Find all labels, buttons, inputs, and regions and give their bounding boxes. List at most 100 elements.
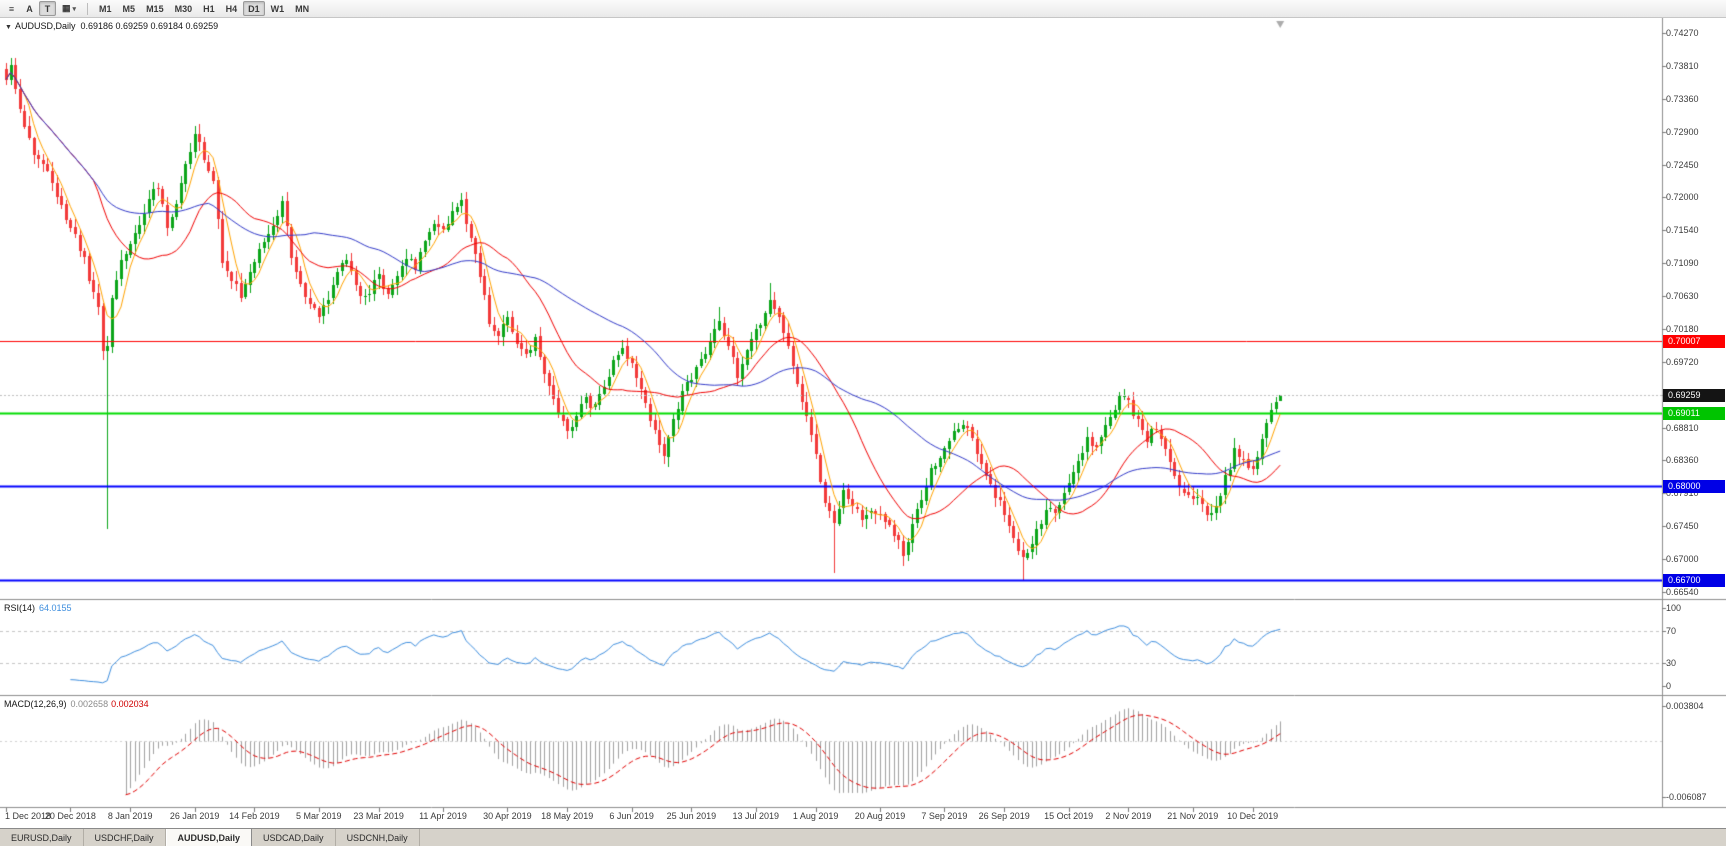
timeframe-button-label: H4 (225, 3, 238, 14)
price-axis-label: 0.67910 (1666, 487, 1699, 498)
timeframe-button-label: M5 (122, 3, 136, 14)
date-axis-label: 26 Sep 2019 (978, 811, 1030, 821)
charts-list-icon[interactable]: ≡ (3, 1, 20, 16)
resistance-red-line-badge: 0.70007 (1663, 334, 1725, 348)
price-axis-label: 0.72450 (1666, 159, 1699, 170)
timeframe-button-d1[interactable]: D1 (243, 1, 265, 16)
price-chart-canvas[interactable] (0, 18, 1726, 828)
macd-signal-value: 0.002034 (111, 699, 149, 709)
timeframe-button-mn[interactable]: MN (290, 1, 314, 16)
chart-area: ▼ AUDUSD,Daily 0.69186 0.69259 0.69184 0.6… (0, 18, 1726, 828)
macd-scale-label: 0.003804 (1666, 701, 1704, 711)
timeframe-button-h4[interactable]: H4 (221, 1, 243, 16)
timeframe-button-label: H1 (203, 3, 215, 14)
price-axis-label: 0.71540 (1666, 225, 1699, 236)
price-axis-label: 0.71090 (1666, 257, 1699, 268)
chart-tab-usdcnh-daily[interactable]: USDCNH,Daily (336, 829, 420, 846)
support-blue-line-2-badge: 0.66700 (1663, 573, 1725, 587)
annotate-a-icon-glyph: A (26, 3, 33, 14)
price-axis[interactable]: 0.74270 0.73810 0.73360 0.72900 0.72450 0.720… (1662, 18, 1726, 807)
price-axis-label: 0.70630 (1666, 291, 1699, 302)
date-axis-label: 20 Dec 2018 (44, 811, 96, 821)
annotate-a-icon[interactable]: A (21, 1, 38, 16)
chart-symbol-label: AUDUSD,Daily (14, 21, 76, 31)
toolbar-icons-group: ≡ A T ▦ ▾ (3, 1, 81, 16)
timeframe-button-label: MN (295, 3, 310, 14)
text-tool-icon[interactable]: T (39, 1, 56, 16)
macd-scale-label: -0.006087 (1666, 792, 1707, 802)
date-axis-label: 18 May 2019 (541, 811, 594, 821)
date-axis-label: 14 Feb 2019 (229, 811, 280, 821)
date-axis-label: 15 Oct 2019 (1044, 811, 1094, 821)
date-axis-label: 25 Jun 2019 (666, 811, 717, 821)
price-axis-label: 0.73360 (1666, 93, 1699, 104)
price-axis-label: 0.73810 (1666, 61, 1699, 72)
date-axis-label: 13 Jul 2019 (732, 811, 780, 821)
timeframe-button-label: D1 (248, 3, 260, 14)
macd-label: MACD(12,26,9) (4, 699, 67, 709)
toolbar: ≡ A T ▦ ▾ M1 M5 M15 M30 H1 H4 D1 W1 MN (0, 0, 1726, 18)
date-axis-label: 26 Jan 2019 (169, 811, 220, 821)
date-axis-label: 20 Aug 2019 (854, 811, 906, 821)
date-axis-label: 1 Aug 2019 (792, 811, 839, 821)
indicators-icon-glyph: ▦ (62, 3, 71, 13)
macd-main-value: 0.002658 (70, 699, 109, 709)
price-axis-label: 0.68810 (1666, 422, 1699, 433)
timeframe-buttons-group: M1 M5 M15 M30 H1 H4 D1 W1 MN (94, 1, 314, 16)
date-axis-label: 2 Nov 2019 (1105, 811, 1152, 821)
chart-tab-bar: EURUSD,Daily USDCHF,Daily AUDUSD,Daily USDC… (0, 828, 1726, 846)
timeframe-button-w1[interactable]: W1 (266, 1, 290, 16)
timeframe-button-label: M15 (146, 3, 164, 14)
timeframe-button-m15[interactable]: M15 (141, 1, 169, 16)
chart-tab-label: USDCAD,Daily (263, 832, 324, 843)
toolbar-separator (87, 2, 89, 15)
timeframe-button-m30[interactable]: M30 (170, 1, 198, 16)
indicators-icon[interactable]: ▦ ▾ (57, 1, 81, 16)
date-axis-label: 7 Sep 2019 (921, 811, 968, 821)
date-axis-label: 21 Nov 2019 (1167, 811, 1219, 821)
date-axis-label: 30 Apr 2019 (483, 811, 532, 821)
support-blue-line-1-badge: 0.68000 (1663, 479, 1725, 493)
date-axis-label: 10 Dec 2019 (1227, 811, 1279, 821)
chart-tab-label: USDCNH,Daily (346, 832, 408, 843)
price-axis-label: 0.72900 (1666, 127, 1699, 138)
chart-collapse-triangle-icon[interactable]: ▼ (5, 24, 12, 31)
date-axis-label: 11 Apr 2019 (419, 811, 467, 821)
rsi-indicator-header: RSI(14) 64.0155 (4, 603, 72, 613)
price-axis-label: 0.74270 (1666, 28, 1699, 38)
price-axis-label: 0.70180 (1666, 323, 1699, 334)
rsi-scale-label: 70 (1666, 626, 1677, 637)
chart-symbol-header: ▼ AUDUSD,Daily 0.69186 0.69259 0.69184 0.6… (5, 21, 218, 31)
price-axis-label: 0.67000 (1666, 553, 1699, 564)
timeframe-button-label: M30 (174, 3, 193, 14)
price-axis-label: 0.68360 (1666, 455, 1699, 466)
rsi-scale-label: 0 (1666, 681, 1672, 691)
timeframe-button-m5[interactable]: M5 (118, 1, 141, 16)
chart-tab-label: USDCHF,Daily (94, 832, 154, 843)
macd-indicator-header: MACD(12,26,9) 0.002658 0.002034 (4, 699, 149, 709)
dropdown-caret-icon: ▾ (72, 5, 77, 13)
date-axis-label: 6 Jun 2019 (609, 811, 654, 821)
chart-tab-usdcad-daily[interactable]: USDCAD,Daily (252, 829, 336, 846)
price-axis-label: 0.66540 (1666, 587, 1699, 597)
text-tool-icon-glyph: T (44, 3, 51, 14)
chart-tab-usdchf-daily[interactable]: USDCHF,Daily (84, 829, 166, 846)
date-axis-label: 23 Mar 2019 (353, 811, 404, 821)
date-axis-label: 8 Jan 2019 (107, 811, 153, 821)
date-axis-label: 1 Dec 2018 (4, 811, 52, 821)
chart-tab-label: EURUSD,Daily (11, 832, 72, 843)
rsi-scale-label: 30 (1666, 657, 1677, 668)
date-axis-label: 5 Mar 2019 (296, 811, 342, 821)
time-axis[interactable]: 1 Dec 2018 20 Dec 2018 8 Jan 2019 26 Jan 20… (0, 807, 1662, 828)
timeframe-button-m1[interactable]: M1 (94, 1, 117, 16)
timeframe-button-label: W1 (270, 3, 285, 14)
current-price-badge: 0.69259 (1663, 388, 1725, 402)
charts-list-icon-glyph: ≡ (8, 3, 15, 14)
chart-tab-audusd-daily[interactable]: AUDUSD,Daily (165, 829, 253, 846)
chart-tab-eurusd-daily[interactable]: EURUSD,Daily (0, 829, 84, 846)
price-axis-label: 0.69720 (1666, 357, 1699, 368)
price-axis-label: 0.67450 (1666, 521, 1699, 532)
timeframe-button-h1[interactable]: H1 (198, 1, 220, 16)
rsi-label: RSI(14) (4, 603, 36, 613)
